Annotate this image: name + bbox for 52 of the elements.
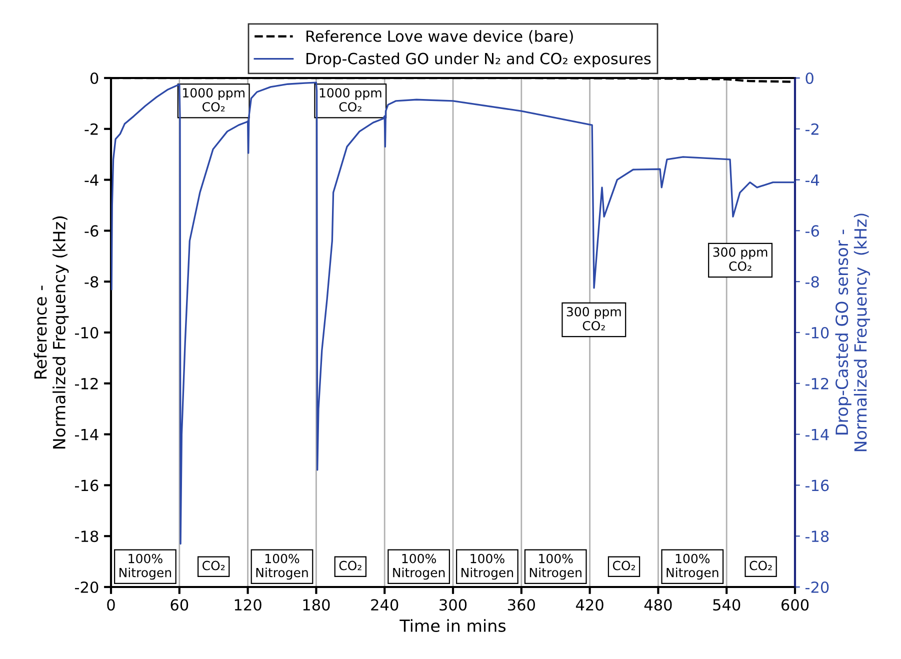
y2-tick-label: -16 (805, 480, 829, 492)
legend-label: Reference Love wave device (bare) (306, 30, 573, 44)
y2-axis-title: Drop-Casted GO sensor - Normalized Frequency (kHz) (835, 214, 870, 452)
annotation: 100% Nitrogen (256, 554, 308, 580)
annotation: 300 ppm CO₂ (713, 247, 768, 271)
x-tick-label: 420 (576, 599, 604, 611)
y-tick-label: -16 (74, 480, 98, 492)
y-tick-label: -20 (74, 581, 98, 594)
y-tick-label: 0 (90, 72, 98, 84)
annotation: CO₂ (202, 560, 225, 570)
y-tick-label: -6 (84, 225, 98, 237)
y2-tick-label: -12 (805, 378, 828, 390)
x-tick-label: 600 (781, 599, 809, 611)
y2-tick-label: -18 (805, 530, 829, 542)
legend-label: Drop-Casted GO under N₂ and CO₂ exposures (306, 52, 651, 68)
annotation: 1000 ppm CO₂ (320, 88, 382, 112)
y2-tick-label: -6 (805, 225, 819, 237)
y-axis-title: Reference - Normalized Frequency (kHz) (34, 216, 69, 448)
x-tick-label: 180 (303, 599, 330, 611)
y2-tick-label: -20 (805, 581, 829, 594)
annotation: 100% Nitrogen (393, 554, 445, 580)
annotation: 1000 ppm CO₂ (183, 88, 244, 112)
y-tick-label: -8 (84, 276, 98, 288)
annotation: 100% Nitrogen (120, 554, 172, 580)
y-tick-label: -4 (84, 174, 98, 186)
annotation: 100% Nitrogen (462, 554, 514, 580)
y2-tick-label: -14 (805, 428, 829, 440)
annotation: CO₂ (339, 560, 362, 570)
y-tick-label: -2 (84, 123, 98, 135)
y2-tick-label: -8 (805, 276, 819, 288)
annotation: 100% Nitrogen (666, 554, 718, 580)
annotation: 100% Nitrogen (530, 554, 582, 580)
x-tick-label: 300 (440, 599, 467, 611)
x-tick-label: 120 (234, 599, 262, 611)
x-tick-label: 540 (713, 599, 740, 611)
annotation: 300 ppm CO₂ (566, 306, 621, 330)
x-tick-label: 0 (107, 599, 115, 611)
annotation: CO₂ (750, 560, 772, 570)
y-tick-label: -18 (74, 530, 98, 542)
y2-tick-label: -2 (805, 123, 818, 135)
y-tick-label: -10 (74, 326, 98, 339)
y2-tick-label: -4 (805, 174, 820, 186)
y-tick-label: -14 (74, 428, 98, 440)
y2-tick-label: -10 (805, 326, 829, 339)
x-axis-title: Time in mins (400, 619, 506, 632)
x-tick-label: 240 (371, 599, 398, 611)
annotation: CO₂ (612, 560, 635, 570)
x-tick-label: 60 (170, 599, 188, 611)
y2-tick-label: 0 (806, 72, 814, 84)
y-tick-label: -12 (74, 378, 98, 390)
x-tick-label: 480 (644, 599, 672, 611)
x-tick-label: 360 (508, 599, 535, 611)
